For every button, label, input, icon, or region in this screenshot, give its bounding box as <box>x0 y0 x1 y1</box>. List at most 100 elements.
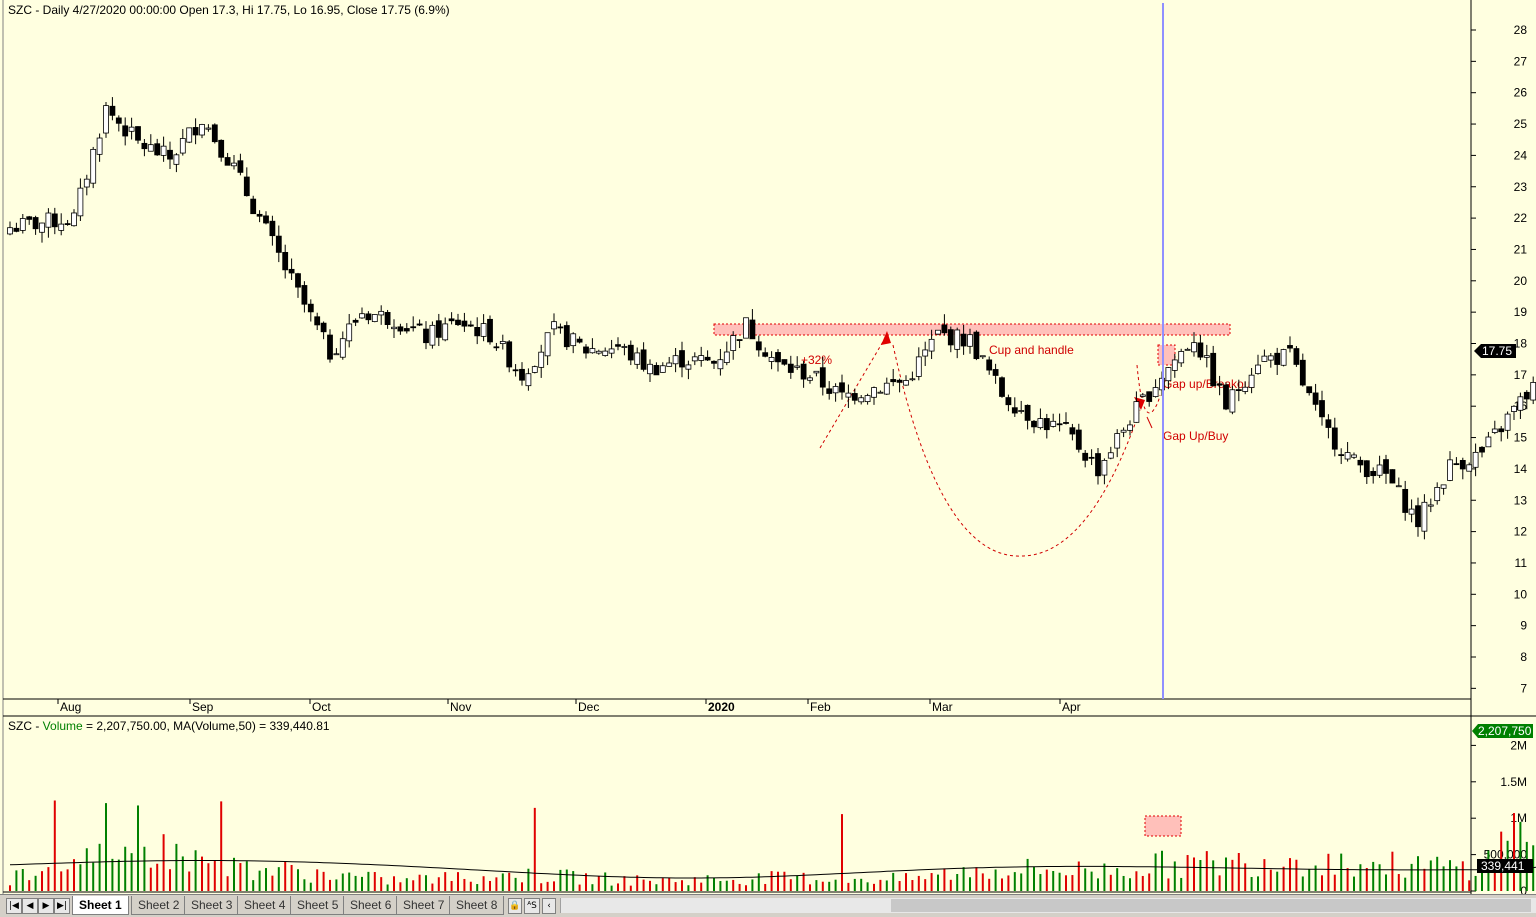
candle-body <box>1390 470 1395 483</box>
candle-body <box>616 345 621 347</box>
candle-body <box>1332 428 1337 449</box>
candle-body <box>1422 502 1427 531</box>
tab-sheet-7[interactable]: Sheet 7 <box>396 896 451 915</box>
candle-body <box>1512 406 1517 411</box>
candle-body <box>590 349 595 353</box>
last-sheet-icon[interactable]: ▶| <box>54 898 70 914</box>
candle-body <box>500 341 505 343</box>
candle-body <box>961 334 966 346</box>
candle-body <box>340 339 345 358</box>
price-tick-label: 12 <box>1514 525 1528 539</box>
candle-body <box>462 321 467 326</box>
candle-body <box>520 369 525 380</box>
tab-sheet-4[interactable]: Sheet 4 <box>237 896 292 915</box>
candle-body <box>1377 465 1382 475</box>
price-tick-label: 17 <box>1514 368 1528 382</box>
tab-sheet-2[interactable]: Sheet 2 <box>131 896 186 915</box>
candle-body <box>104 106 109 133</box>
volume-ma-line <box>10 861 1536 879</box>
candle-body <box>200 124 205 135</box>
first-sheet-icon[interactable]: |◀ <box>6 898 22 914</box>
price-tick-label: 21 <box>1514 242 1528 256</box>
candle-body <box>776 352 781 361</box>
month-label: Mar <box>932 700 953 714</box>
candle-body <box>820 368 825 387</box>
candle-body <box>782 360 787 365</box>
candle-body <box>372 314 377 321</box>
candle-body <box>1083 453 1088 460</box>
candle-body <box>1224 385 1229 409</box>
candle-body <box>1518 397 1523 410</box>
candle-body <box>78 188 83 216</box>
candle-body <box>193 127 198 134</box>
horizontal-scrollbar[interactable] <box>560 898 1536 913</box>
tab-sheet-6[interactable]: Sheet 6 <box>343 896 398 915</box>
candle-body <box>603 351 608 355</box>
month-label: Sep <box>192 700 214 714</box>
candle-body <box>72 213 77 226</box>
tab-sheet-8[interactable]: Sheet 8 <box>449 896 504 915</box>
prev-sheet-icon[interactable]: ◀ <box>22 898 38 914</box>
price-tick-label: 14 <box>1514 462 1528 476</box>
candle-body <box>1409 509 1414 514</box>
scale-icon[interactable]: ᴬS <box>524 898 540 914</box>
candle-body <box>1313 393 1318 404</box>
tab-sheet-1[interactable]: Sheet 1 <box>72 896 129 915</box>
candle-body <box>1076 430 1081 449</box>
candle-body <box>916 357 921 377</box>
scrollbar-thumb[interactable] <box>891 899 1531 912</box>
candle-body <box>110 106 115 115</box>
candle-body <box>449 319 454 321</box>
candle-body <box>1217 384 1222 385</box>
candle-body <box>968 335 973 347</box>
candle-body <box>1524 392 1529 399</box>
gap-buy-label: Gap Up/Buy <box>1163 429 1228 443</box>
candle-body <box>1249 375 1254 387</box>
volume-bars <box>10 730 1536 891</box>
candle-body <box>1064 422 1069 423</box>
candle-body <box>737 340 742 341</box>
tab-sheet-3[interactable]: Sheet 3 <box>184 896 239 915</box>
price-tick-label: 11 <box>1515 556 1528 570</box>
price-tick-label: 19 <box>1514 305 1528 319</box>
volume-tick-label: 2M <box>1510 738 1527 752</box>
candle-body <box>1473 452 1478 467</box>
candle-body <box>347 324 352 341</box>
candle-body <box>91 149 96 183</box>
candle-body <box>411 327 416 328</box>
price-tick-label: 20 <box>1514 274 1528 288</box>
candle-body <box>910 379 915 380</box>
candle-body <box>987 360 992 370</box>
candle-body <box>660 366 665 373</box>
candle-body <box>161 146 166 155</box>
candle-body <box>513 370 518 371</box>
candle-body <box>801 364 806 379</box>
candle-body <box>1070 428 1075 434</box>
candle-body <box>1492 429 1497 433</box>
current-price-label: 17.75 <box>1482 344 1512 358</box>
candle-body <box>814 371 819 373</box>
month-label: Nov <box>450 700 471 714</box>
candle-body <box>148 145 153 152</box>
month-label: Aug <box>60 700 81 714</box>
next-sheet-icon[interactable]: ▶ <box>38 898 54 914</box>
current-volume-label: 2,207,750 <box>1478 724 1532 738</box>
candle-body <box>308 304 313 312</box>
tab-sheet-5[interactable]: Sheet 5 <box>290 896 345 915</box>
scroll-left-icon[interactable]: ‹ <box>542 898 556 914</box>
candle-body <box>840 383 845 392</box>
candle-body <box>1480 447 1485 452</box>
candle-body <box>206 128 211 129</box>
candle-body <box>385 312 390 324</box>
candle-body <box>289 269 294 273</box>
candle-body <box>1428 505 1433 506</box>
candle-body <box>219 140 224 157</box>
candle-body <box>865 396 870 402</box>
volume-tick-label: 1.5M <box>1500 775 1527 789</box>
lock-icon[interactable]: 🔒 <box>508 898 522 914</box>
cup-curve <box>893 345 1140 556</box>
candle-body <box>750 320 755 339</box>
candle-body <box>353 320 358 322</box>
candle-body <box>1352 455 1357 457</box>
candle-body <box>270 221 275 235</box>
